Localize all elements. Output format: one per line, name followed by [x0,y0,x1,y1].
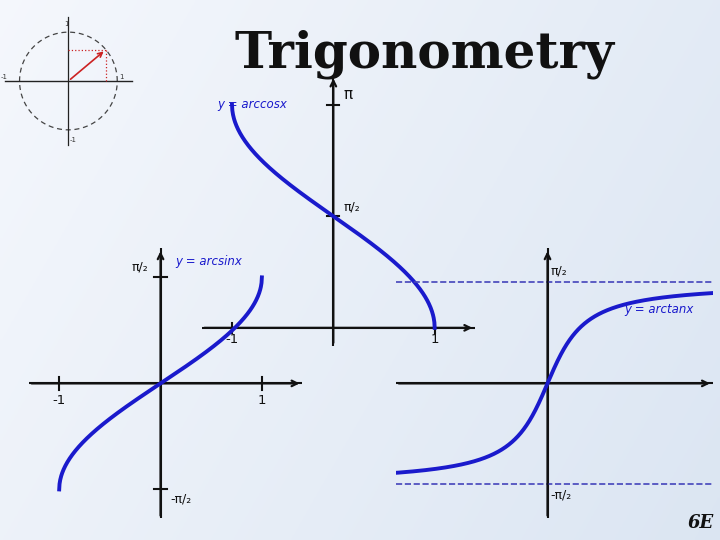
Text: -π/₂: -π/₂ [171,493,192,506]
Text: 1: 1 [258,394,266,407]
Text: π: π [343,87,353,102]
Text: -π/₂: -π/₂ [551,489,572,502]
Text: 6E: 6E [688,515,714,532]
Text: π/₂: π/₂ [551,265,567,278]
Text: Trigonometry: Trigonometry [235,30,615,79]
Text: y = arctanx: y = arctanx [625,303,694,316]
Text: -1: -1 [69,137,76,143]
Text: -1: -1 [1,73,8,79]
Text: y = arccosx: y = arccosx [217,98,287,111]
Text: π/₂: π/₂ [132,261,148,274]
Text: y = arcsinx: y = arcsinx [176,255,243,268]
Text: π/₂: π/₂ [343,200,360,213]
Text: 1: 1 [120,73,125,79]
Text: 1: 1 [65,21,69,28]
Text: 1: 1 [431,334,439,347]
Text: -1: -1 [53,394,66,407]
Text: -1: -1 [225,334,238,347]
